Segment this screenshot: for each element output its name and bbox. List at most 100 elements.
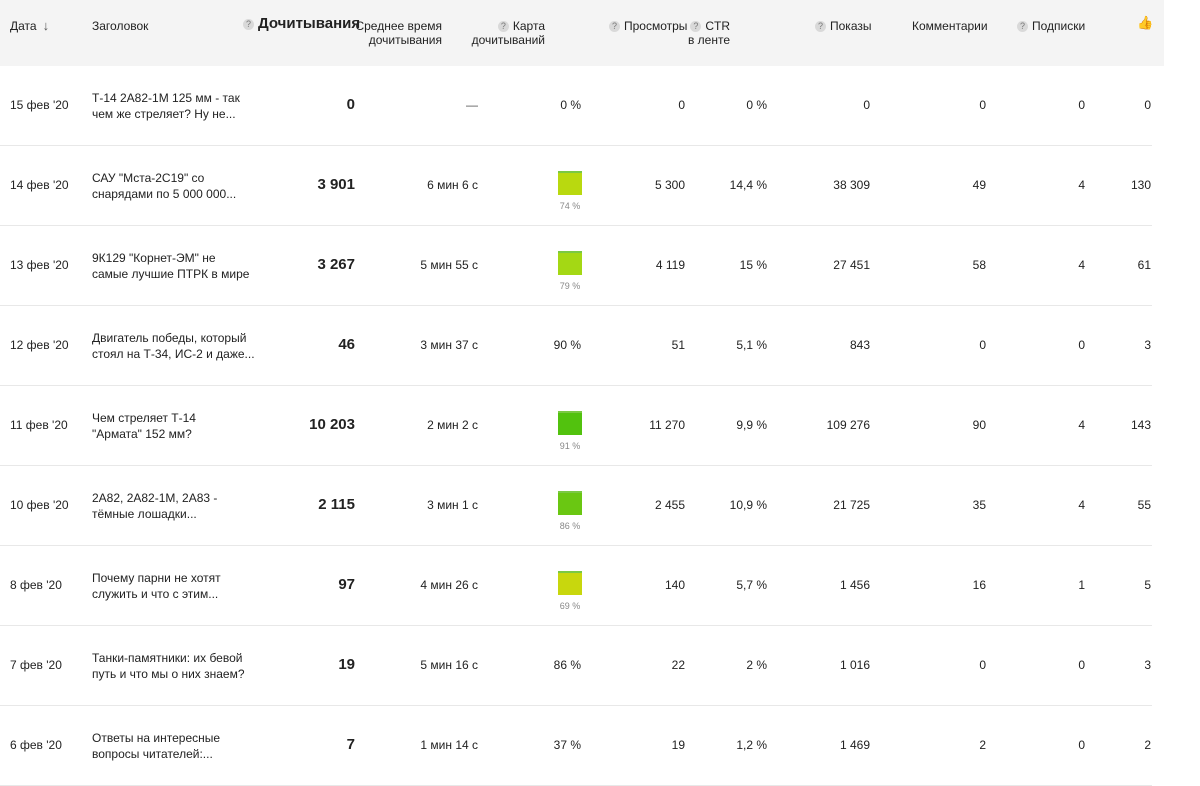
row-views: 51 xyxy=(671,338,685,352)
table-header: Дата ↓ Заголовок ? Дочитывания Среднее вре… xyxy=(0,0,1164,66)
row-likes: 130 xyxy=(1130,178,1151,192)
row-title-link[interactable]: Танки-памятники: их бевой путь и что мы … xyxy=(92,650,267,682)
table-row[interactable]: 8 фев '20 Почему парни не хотят служить … xyxy=(0,546,1152,626)
help-icon[interactable]: ? xyxy=(815,21,826,32)
read-map-square-label: 86 % xyxy=(559,521,581,531)
row-title-link[interactable]: Т-14 2А82-1М 125 мм - так чем же стреляе… xyxy=(92,90,267,122)
row-likes: 2 xyxy=(1144,738,1151,752)
row-date: 13 фев '20 xyxy=(10,258,69,272)
column-read-map-label-line2: дочитываний xyxy=(471,33,545,47)
read-map-square[interactable] xyxy=(558,411,582,435)
table-row[interactable]: 7 фев '20 Танки-памятники: их бевой путь… xyxy=(0,626,1152,706)
column-reads-label: Дочитывания xyxy=(258,15,361,32)
read-map-square-label: 91 % xyxy=(559,441,581,451)
read-map-square[interactable] xyxy=(558,251,582,275)
row-title-line2: служить и что с этим... xyxy=(92,587,219,601)
row-date: 10 фев '20 xyxy=(10,498,69,512)
row-subscriptions: 4 xyxy=(1078,498,1085,512)
table-row[interactable]: 14 фев '20 САУ "Мста-2С19" со снарядами … xyxy=(0,146,1152,226)
read-map-square[interactable] xyxy=(558,491,582,515)
read-map-square[interactable] xyxy=(558,571,582,595)
row-read-map-value: 0 % xyxy=(560,98,581,112)
column-read-map[interactable]: ? Карта дочитываний xyxy=(472,19,545,47)
column-reads[interactable]: ? Дочитывания xyxy=(243,15,361,32)
help-icon[interactable]: ? xyxy=(1017,21,1028,32)
row-shows: 843 xyxy=(849,338,870,352)
row-ctr: 5,1 % xyxy=(736,338,767,352)
row-date: 14 фев '20 xyxy=(10,178,69,192)
table-row[interactable]: 11 фев '20 Чем стреляет Т-14 "Армата" 15… xyxy=(0,386,1152,466)
row-title-link[interactable]: 2А82, 2А82-1М, 2А83 - тёмные лошадки... xyxy=(92,490,267,522)
column-date[interactable]: Дата ↓ xyxy=(10,18,50,34)
row-comments: 0 xyxy=(979,658,986,672)
help-icon[interactable]: ? xyxy=(690,21,702,32)
row-shows: 1 469 xyxy=(839,738,870,752)
column-subscriptions[interactable]: ? Подписки xyxy=(1017,19,1085,33)
column-comments[interactable]: Комментарии xyxy=(912,19,988,33)
row-reads: 3 267 xyxy=(317,256,355,273)
row-ctr: 5,7 % xyxy=(736,578,767,592)
row-likes: 143 xyxy=(1130,418,1151,432)
row-title-link[interactable]: Двигатель победы, который стоял на Т-34,… xyxy=(92,330,267,362)
row-title-line1: 9К129 "Корнет-ЭМ" не xyxy=(92,251,216,265)
row-title-line2: снарядами по 5 000 000... xyxy=(92,187,237,201)
row-subscriptions: 4 xyxy=(1078,258,1085,272)
column-title[interactable]: Заголовок xyxy=(92,19,148,33)
help-icon[interactable]: ? xyxy=(243,19,254,30)
row-comments: 58 xyxy=(972,258,986,272)
table-row[interactable]: 12 фев '20 Двигатель победы, который сто… xyxy=(0,306,1152,386)
row-ctr: 14,4 % xyxy=(729,178,767,192)
row-reads: 46 xyxy=(338,336,355,353)
column-avg-time-label-line2: дочитывания xyxy=(368,33,442,47)
row-comments: 0 xyxy=(979,338,986,352)
row-avg-time: 5 мин 16 с xyxy=(420,658,478,672)
row-comments: 90 xyxy=(972,418,986,432)
row-title-link[interactable]: Почему парни не хотят служить и что с эт… xyxy=(92,570,267,602)
row-ctr: 9,9 % xyxy=(736,418,767,432)
row-likes: 55 xyxy=(1137,498,1151,512)
row-subscriptions: 0 xyxy=(1078,98,1085,112)
row-views: 11 270 xyxy=(649,418,685,432)
row-title-link[interactable]: Чем стреляет Т-14 "Армата" 152 мм? xyxy=(92,410,267,442)
help-icon[interactable]: ? xyxy=(497,21,509,32)
row-comments: 49 xyxy=(972,178,986,192)
column-avg-time[interactable]: Среднее время дочитывания xyxy=(355,19,442,47)
column-subscriptions-label: Подписки xyxy=(1032,19,1086,33)
read-map-square-label: 69 % xyxy=(559,601,581,611)
sort-arrow-icon[interactable]: ↓ xyxy=(42,18,50,33)
read-map-square-label: 74 % xyxy=(559,201,581,211)
table-row[interactable]: 15 фев '20 Т-14 2А82-1М 125 мм - так чем… xyxy=(0,66,1152,146)
column-shows[interactable]: ? Показы xyxy=(815,19,871,33)
thumbs-up-icon[interactable]: 👍 xyxy=(1137,15,1154,30)
row-read-map-value: 86 % xyxy=(553,658,581,672)
row-likes: 61 xyxy=(1137,258,1151,272)
row-title-line1: Двигатель победы, который xyxy=(92,331,247,345)
row-views: 2 455 xyxy=(654,498,685,512)
column-views[interactable]: ? Просмотры xyxy=(609,19,687,33)
row-title-link[interactable]: 9К129 "Корнет-ЭМ" не самые лучшие ПТРК в… xyxy=(92,250,267,282)
row-views: 19 xyxy=(671,738,685,752)
table-row[interactable]: 6 фев '20 Ответы на интересные вопросы ч… xyxy=(0,706,1152,786)
row-views: 0 xyxy=(678,98,685,112)
row-shows: 27 451 xyxy=(833,258,870,272)
row-shows: 1 456 xyxy=(839,578,870,592)
row-reads: 19 xyxy=(338,656,355,673)
row-title-link[interactable]: САУ "Мста-2С19" со снарядами по 5 000 00… xyxy=(92,170,267,202)
row-title-line2: тёмные лошадки... xyxy=(92,507,197,521)
row-views: 140 xyxy=(664,578,685,592)
row-ctr: 10,9 % xyxy=(729,498,767,512)
row-title-line1: Почему парни не хотят xyxy=(92,571,221,585)
column-ctr[interactable]: ? CTR в ленте xyxy=(688,19,730,47)
read-map-square[interactable] xyxy=(558,171,582,195)
table-row[interactable]: 13 фев '20 9К129 "Корнет-ЭМ" не самые лу… xyxy=(0,226,1152,306)
row-title-link[interactable]: Ответы на интересные вопросы читателей:.… xyxy=(92,730,267,762)
table-row[interactable]: 10 фев '20 2А82, 2А82-1М, 2А83 - тёмные … xyxy=(0,466,1152,546)
row-reads: 7 xyxy=(346,736,355,753)
row-avg-time: 3 мин 37 с xyxy=(420,338,478,352)
column-ctr-label-line2: в ленте xyxy=(687,33,730,47)
row-reads: 97 xyxy=(338,576,355,593)
row-comments: 16 xyxy=(972,578,986,592)
row-date: 15 фев '20 xyxy=(10,98,69,112)
help-icon[interactable]: ? xyxy=(609,21,620,32)
